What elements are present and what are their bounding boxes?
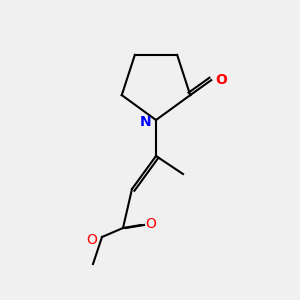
Text: O: O [146, 217, 156, 230]
Text: O: O [87, 233, 98, 247]
Text: O: O [216, 73, 228, 87]
Text: N: N [140, 115, 152, 128]
